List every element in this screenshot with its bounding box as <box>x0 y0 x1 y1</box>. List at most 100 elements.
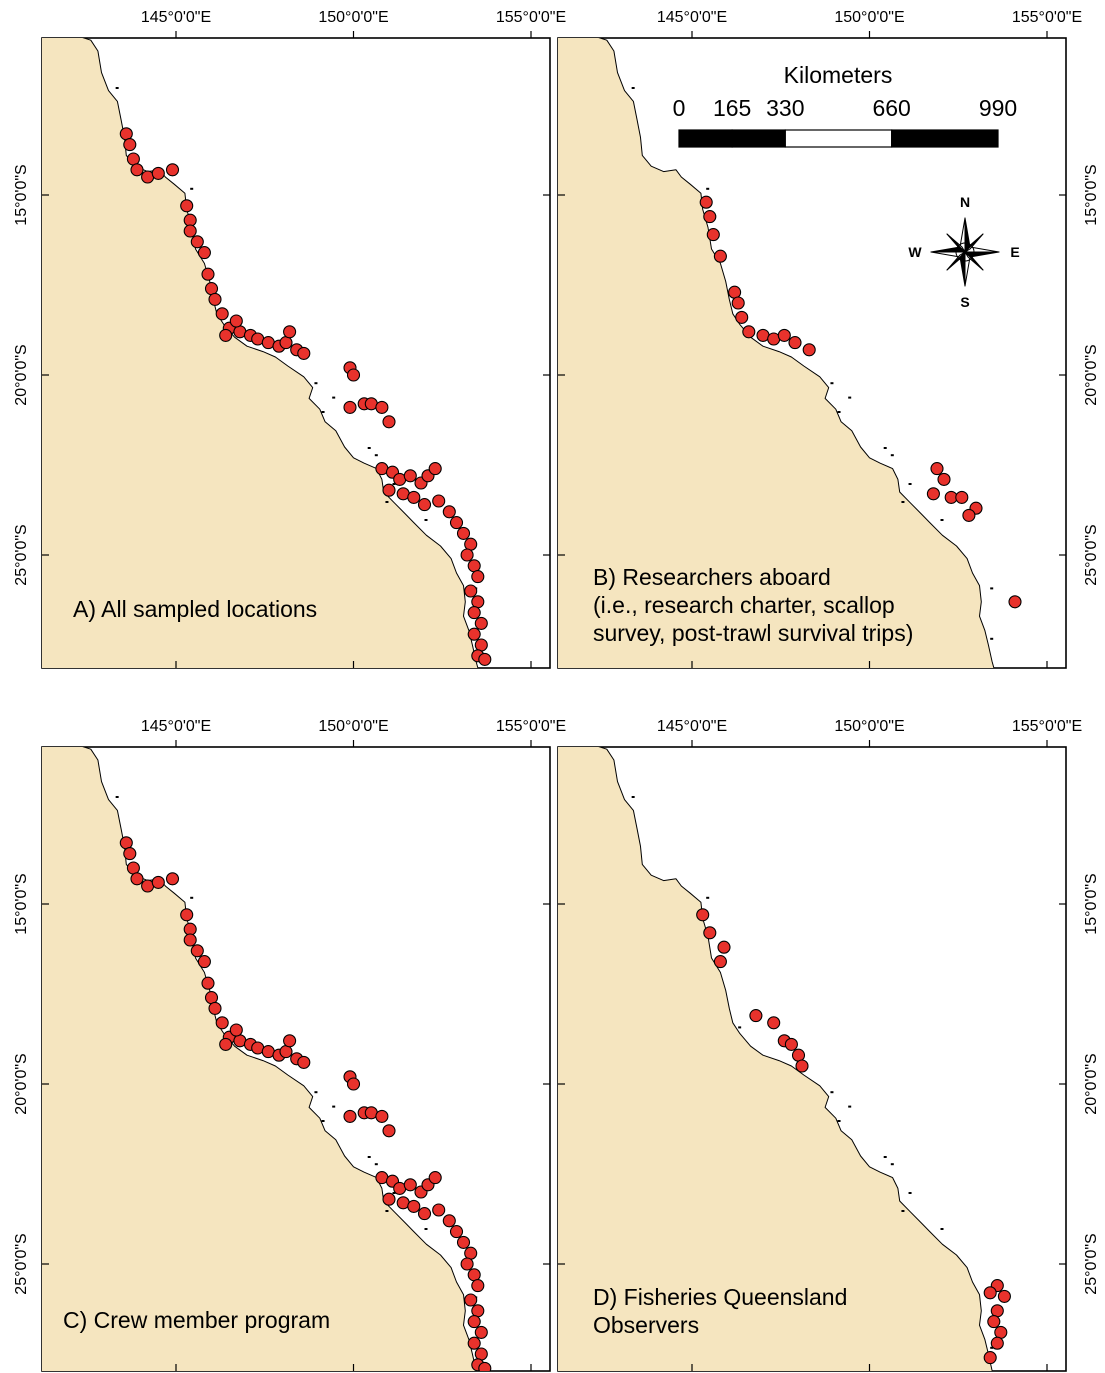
sample-site-marker <box>456 1235 471 1249</box>
island-speck <box>321 411 325 413</box>
panel-a: 145°0'0"E 150°0'0"E 155°0'0"E 15°0'0"S 20°0'… <box>13 9 566 669</box>
sample-site-marker <box>478 1361 492 1371</box>
sample-site-marker <box>417 1207 432 1221</box>
island-speck <box>321 1120 325 1122</box>
latitude-label: 25°0'0"S <box>13 1233 30 1294</box>
sample-site-marker <box>735 310 749 324</box>
sample-site-marker <box>703 926 717 940</box>
sample-site-marker <box>994 1325 1008 1339</box>
sample-site-marker <box>190 944 204 958</box>
sample-site-marker <box>119 127 133 141</box>
sample-site-marker <box>1008 595 1022 609</box>
sample-site-marker <box>926 487 940 501</box>
latitude-label: 15°0'0"S <box>1083 873 1100 934</box>
sample-site-marker <box>407 1199 421 1213</box>
sample-site-marker <box>706 228 720 242</box>
latitude-label: 25°0'0"S <box>1083 1233 1100 1294</box>
sample-site-marker <box>471 1279 485 1293</box>
sample-site-marker <box>428 1171 442 1185</box>
sample-site-marker <box>471 570 485 584</box>
sample-site-marker <box>767 1016 781 1030</box>
sample-site-marker <box>749 1009 763 1023</box>
longitude-label: 150°0'0"E <box>834 718 904 735</box>
sample-site-marker <box>130 872 144 886</box>
compass-letter: N <box>960 194 970 210</box>
sample-site-marker <box>279 336 293 350</box>
island-speck <box>901 1210 905 1212</box>
latitude-label: 20°0'0"S <box>1083 1053 1100 1114</box>
sample-site-marker <box>474 1325 488 1339</box>
longitude-label: 145°0'0"E <box>657 718 727 735</box>
sample-site-marker <box>375 400 389 414</box>
longitude-label: 145°0'0"E <box>141 718 211 735</box>
sample-site-marker <box>464 537 478 551</box>
island-speck <box>890 1163 894 1166</box>
island-speck <box>848 1105 852 1108</box>
island-speck <box>908 483 912 485</box>
island-speck <box>385 501 389 503</box>
longitude-label: 150°0'0"E <box>318 718 388 735</box>
island-speck <box>367 447 371 449</box>
sample-site-marker <box>955 490 969 504</box>
sample-site-marker <box>208 292 222 306</box>
island-speck <box>374 1163 378 1166</box>
scale-bar-title: Kilometers <box>784 62 893 88</box>
sample-site-marker <box>474 1347 488 1361</box>
island-speck <box>367 1156 371 1158</box>
panel-b: 145°0'0"E 150°0'0"E 155°0'0"E 15°0'0"S 20°0'… <box>557 9 1100 669</box>
latitude-label: 15°0'0"S <box>1083 164 1100 225</box>
sample-site-marker <box>464 1246 478 1260</box>
island-speck <box>424 519 428 521</box>
sample-site-marker <box>183 213 197 227</box>
longitude-label: 145°0'0"E <box>141 9 211 26</box>
sample-site-marker <box>699 195 713 209</box>
sample-site-marker <box>197 246 211 260</box>
island-speck <box>706 896 710 899</box>
queensland-land <box>42 38 479 668</box>
island-speck <box>631 796 635 798</box>
sample-site-marker <box>382 1192 396 1206</box>
sample-site-marker <box>183 224 197 238</box>
panel-b-label: B) Researchers aboard <box>593 564 831 590</box>
island-speck <box>940 519 944 521</box>
panel-a-label: A) All sampled locations <box>73 596 317 622</box>
island-speck <box>837 411 841 413</box>
sample-site-marker <box>219 1037 233 1051</box>
sample-site-marker <box>784 1037 798 1051</box>
panel-d: 145°0'0"E 150°0'0"E 155°0'0"E 15°0'0"S 20°0'… <box>557 718 1100 1372</box>
island-speck <box>332 1105 336 1108</box>
queensland-land <box>558 38 995 668</box>
sample-site-marker <box>126 152 140 166</box>
sample-site-marker <box>407 490 421 504</box>
sample-site-marker <box>180 908 194 922</box>
sample-site-marker <box>204 991 219 1005</box>
island-speck <box>830 382 834 385</box>
scale-bar-label: 330 <box>766 95 804 121</box>
island-speck <box>314 382 318 385</box>
longitude-label: 150°0'0"E <box>318 9 388 26</box>
sample-site-marker <box>703 210 717 224</box>
sample-site-marker <box>456 526 471 540</box>
latitude-label: 25°0'0"S <box>13 524 30 585</box>
panel-b-label: (i.e., research charter, scallop <box>593 592 895 618</box>
sample-site-marker <box>201 267 215 281</box>
sample-site-marker <box>990 1336 1004 1350</box>
sample-site-marker <box>983 1286 997 1300</box>
sample-site-marker <box>229 314 243 328</box>
sample-site-marker <box>165 163 180 177</box>
sample-site-marker <box>467 627 481 641</box>
sample-site-marker <box>197 955 211 969</box>
sample-site-marker <box>201 976 215 990</box>
island-speck <box>940 1228 944 1230</box>
sample-site-marker <box>471 595 485 609</box>
panel-c-label: C) Crew member program <box>63 1307 330 1333</box>
sample-site-marker <box>467 606 481 620</box>
latitude-label: 25°0'0"S <box>1083 524 1100 585</box>
latitude-label: 15°0'0"S <box>13 164 30 225</box>
sample-site-marker <box>283 1034 297 1048</box>
panel-d-label: Observers <box>593 1312 699 1338</box>
island-speck <box>314 1091 318 1094</box>
sample-site-marker <box>731 296 745 310</box>
sample-site-marker <box>464 584 478 598</box>
sample-site-marker <box>432 494 446 508</box>
